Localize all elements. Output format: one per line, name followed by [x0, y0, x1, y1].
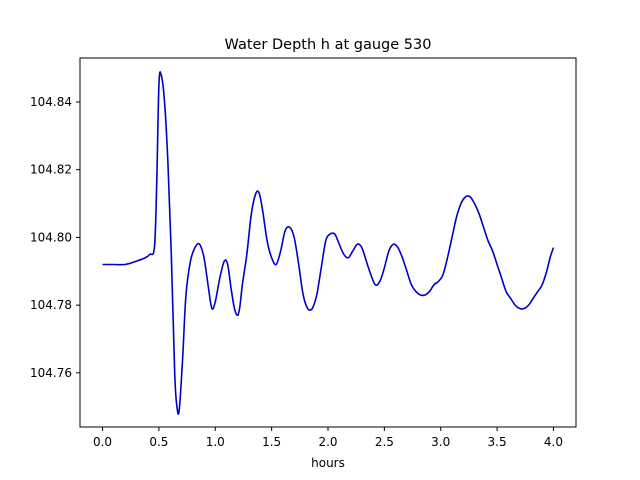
- y-tick-label: 104.76: [30, 366, 72, 380]
- x-tick-label: 4.0: [544, 435, 563, 449]
- x-tick-label: 2.0: [318, 435, 337, 449]
- series-line-0: [102, 71, 555, 415]
- chart-title: Water Depth h at gauge 530: [225, 37, 432, 53]
- x-tick-label: 1.5: [262, 435, 281, 449]
- x-axis-label: hours: [311, 456, 345, 470]
- y-axis: 104.76 104.78 104.80 104.82 104.84: [30, 95, 80, 380]
- x-tick-label: 1.0: [206, 435, 225, 449]
- plot-area: [79, 57, 577, 428]
- x-tick-label: 3.0: [431, 435, 450, 449]
- x-tick-label: 0.0: [93, 435, 112, 449]
- x-tick-label: 3.5: [488, 435, 507, 449]
- x-tick-label: 0.5: [149, 435, 168, 449]
- x-axis: 0.0 0.5 1.0 1.5 2.0 2.5 3.0 3.5 4.0: [93, 427, 563, 449]
- y-tick-label: 104.82: [30, 163, 72, 177]
- y-tick-label: 104.84: [30, 95, 72, 109]
- y-tick-label: 104.80: [30, 230, 72, 244]
- y-tick-label: 104.78: [30, 298, 72, 312]
- x-tick-label: 2.5: [375, 435, 394, 449]
